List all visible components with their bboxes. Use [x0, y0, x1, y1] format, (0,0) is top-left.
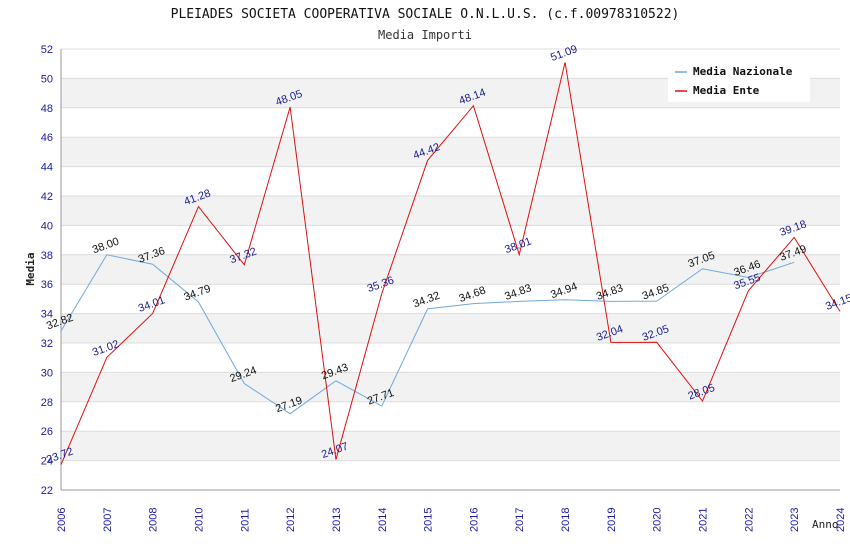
y-tick-label: 24: [41, 456, 53, 468]
chart-subtitle: Media Importi: [378, 28, 472, 42]
x-axis-title: Anno: [812, 518, 839, 531]
grid-band: [61, 431, 840, 461]
grid-bands: [61, 78, 840, 461]
grid-band: [61, 313, 840, 343]
y-tick-label: 44: [41, 162, 53, 174]
x-tick-label: 2007: [102, 508, 114, 532]
y-tick-label: 48: [41, 103, 53, 115]
legend-label-ente: Media Ente: [693, 84, 760, 97]
x-tick-label: 2012: [285, 508, 297, 532]
y-axis-title: Media: [24, 252, 37, 285]
x-tick-label: 2014: [377, 508, 389, 532]
x-tick-label: 2013: [331, 508, 343, 532]
x-tick-label: 2006: [56, 508, 68, 532]
legend: Media Nazionale Media Ente: [668, 62, 810, 102]
x-tick-label: 2015: [423, 508, 435, 532]
x-tick-label: 2020: [652, 508, 664, 532]
x-tick-label: 2011: [239, 508, 251, 532]
x-tick-label: 2010: [193, 508, 205, 532]
legend-box: [668, 62, 810, 102]
grid-band: [61, 137, 840, 167]
series-line-ente: [60, 62, 841, 465]
y-tick-label: 26: [41, 426, 53, 438]
x-tick-labels: 2006 2007 2008 2010 2011 2012 2013 2014 2015 2016…: [56, 508, 847, 532]
y-tick-label: 40: [41, 220, 53, 232]
x-tick-label: 2018: [560, 508, 572, 532]
y-tick-label: 52: [41, 44, 53, 56]
y-tick-label: 30: [41, 367, 53, 379]
grid-band: [61, 372, 840, 402]
y-tick-label: 22: [41, 485, 53, 497]
y-tick-label: 38: [41, 250, 53, 262]
y-tick-label: 28: [41, 397, 53, 409]
chart-title: PLEIADES SOCIETA COOPERATIVA SOCIALE O.N…: [171, 7, 680, 22]
series-lines: [60, 62, 841, 465]
y-tick-label: 46: [41, 132, 53, 144]
y-tick-label: 36: [41, 279, 53, 291]
y-tick-label: 42: [41, 191, 53, 203]
y-tick-labels: 22 24 26 28 30 32 34 36 38 40 42 44 46 48 50 52: [41, 44, 53, 497]
legend-label-nazionale: Media Nazionale: [693, 65, 793, 78]
x-tick-label: 2008: [148, 508, 160, 532]
grid-band: [61, 196, 840, 226]
y-tick-label: 34: [41, 309, 53, 321]
x-tick-label: 2023: [789, 508, 801, 532]
x-tick-label: 2017: [514, 508, 526, 532]
series-line-nazionale: [60, 254, 795, 415]
x-tick-label: 2022: [743, 508, 755, 532]
x-tick-label: 2021: [698, 508, 710, 532]
x-tick-label: 2019: [606, 508, 618, 532]
x-tick-label: 2016: [468, 508, 480, 532]
y-tick-label: 50: [41, 73, 53, 85]
y-tick-label: 32: [41, 338, 53, 350]
grid-band: [61, 254, 840, 285]
x-tick-label: 2024: [835, 508, 847, 532]
